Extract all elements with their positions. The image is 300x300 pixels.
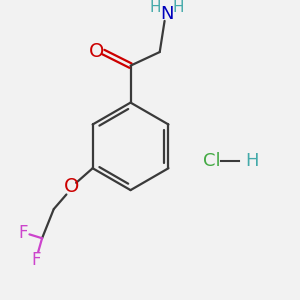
Text: H: H [149,0,160,15]
Text: F: F [18,224,27,242]
Text: O: O [89,42,104,61]
Text: Cl: Cl [203,152,221,170]
Text: O: O [64,177,79,196]
Text: H: H [172,0,184,15]
Text: H: H [245,152,259,170]
Text: N: N [160,5,173,23]
Text: F: F [32,250,41,268]
